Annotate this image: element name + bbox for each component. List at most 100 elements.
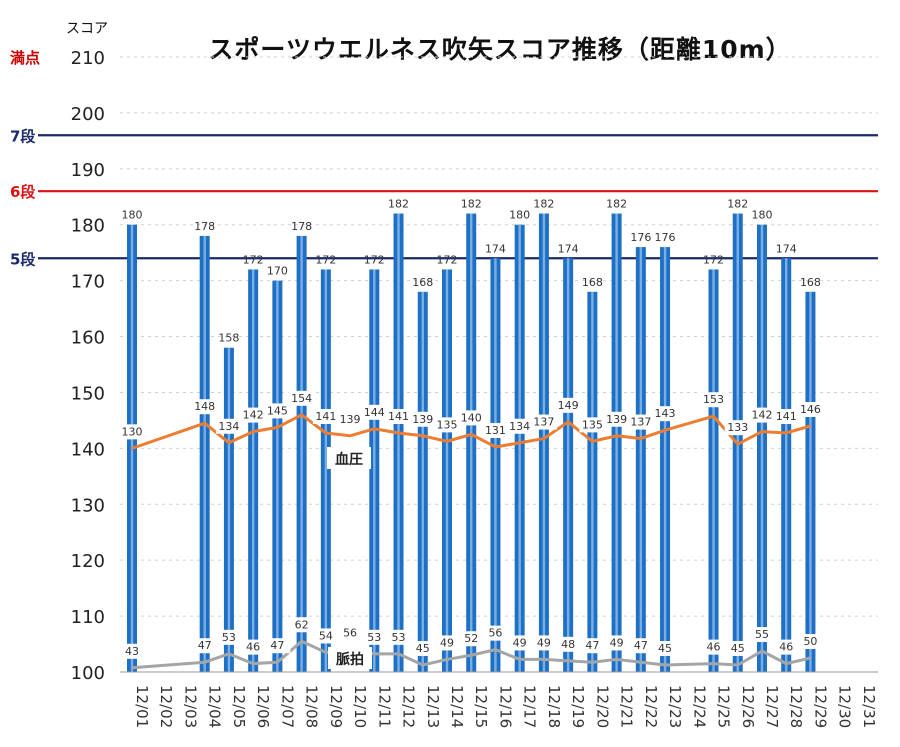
bar-highlight bbox=[421, 291, 424, 672]
pulse-value-label: 56 bbox=[343, 627, 357, 640]
data-label-bg bbox=[409, 411, 436, 427]
data-label-bg bbox=[700, 392, 727, 408]
data-label-bg bbox=[530, 635, 557, 651]
x-tick-label: 12/02 bbox=[157, 685, 175, 728]
data-label-bg bbox=[385, 629, 412, 645]
blood-pressure-value-label: 141 bbox=[388, 410, 409, 423]
y-axis-title: スコア bbox=[66, 21, 108, 37]
data-label-bg bbox=[361, 404, 388, 420]
data-label-bg bbox=[312, 628, 339, 644]
x-tick-label: 12/30 bbox=[836, 685, 854, 728]
pulse-value-label: 47 bbox=[634, 639, 648, 652]
data-label-bg bbox=[119, 643, 145, 659]
x-tick-label: 12/23 bbox=[666, 685, 684, 728]
x-tick-label: 12/01 bbox=[133, 685, 151, 728]
pulse-value-label: 46 bbox=[707, 641, 721, 654]
blood-pressure-series-label: 血圧 bbox=[335, 451, 363, 468]
pulse-series-label: 脈拍 bbox=[336, 651, 364, 668]
x-tick-label: 12/25 bbox=[715, 685, 733, 728]
x-tick-label: 12/15 bbox=[472, 685, 490, 728]
x-tick-label: 12/17 bbox=[521, 685, 539, 728]
data-label-bg bbox=[361, 629, 388, 645]
blood-pressure-value-label: 139 bbox=[340, 413, 361, 426]
bar-value-label: 182 bbox=[606, 198, 627, 211]
data-label-bg bbox=[191, 399, 218, 415]
blood-pressure-value-label: 154 bbox=[291, 392, 312, 405]
pulse-value-label: 49 bbox=[513, 636, 527, 649]
data-label-bg bbox=[288, 617, 315, 633]
data-label-bg bbox=[506, 635, 533, 651]
bar-value-label: 174 bbox=[485, 242, 506, 255]
data-label-bg bbox=[652, 406, 679, 422]
reference-label: 満点 bbox=[10, 49, 40, 67]
data-label-bg bbox=[627, 414, 654, 430]
data-label-bg bbox=[458, 631, 485, 647]
x-tick-label: 12/08 bbox=[303, 685, 321, 728]
blood-pressure-value-label: 142 bbox=[751, 409, 772, 422]
data-label-bg bbox=[215, 418, 242, 434]
x-tick-label: 12/03 bbox=[181, 685, 199, 728]
pulse-value-label: 48 bbox=[561, 638, 575, 651]
data-label-bg bbox=[652, 641, 679, 657]
bar-value-label: 172 bbox=[364, 253, 385, 266]
x-tick-label: 12/14 bbox=[448, 685, 466, 728]
x-tick-label: 12/12 bbox=[400, 685, 418, 728]
x-tick-label: 12/22 bbox=[642, 685, 660, 728]
y-tick-label: 160 bbox=[71, 328, 105, 349]
x-tick-label: 12/31 bbox=[860, 685, 878, 728]
data-label-bg bbox=[482, 422, 509, 438]
bar-value-label: 172 bbox=[315, 253, 336, 266]
x-tick-label: 12/24 bbox=[690, 685, 708, 728]
x-tick-label: 12/11 bbox=[375, 685, 393, 728]
bar-highlight bbox=[639, 247, 643, 672]
blood-pressure-value-label: 135 bbox=[436, 418, 457, 431]
blood-pressure-value-label: 142 bbox=[243, 409, 264, 422]
bar-highlight bbox=[566, 258, 570, 672]
x-tick-label: 12/09 bbox=[327, 685, 345, 728]
data-label-bg bbox=[603, 411, 630, 427]
bar-value-label: 182 bbox=[533, 198, 554, 211]
pulse-value-label: 54 bbox=[319, 629, 333, 642]
pulse-line bbox=[131, 639, 811, 670]
data-label-bg bbox=[627, 638, 654, 654]
y-tick-label: 100 bbox=[71, 663, 105, 684]
blood-pressure-value-label: 134 bbox=[509, 420, 530, 433]
x-tick-label: 12/04 bbox=[206, 685, 224, 728]
bar-highlight bbox=[251, 269, 255, 672]
bar-value-label: 168 bbox=[800, 276, 821, 289]
blood-pressure-value-label: 141 bbox=[776, 410, 797, 423]
x-tick-label: 12/19 bbox=[569, 685, 587, 728]
pulse-value-label: 56 bbox=[488, 627, 502, 640]
y-tick-label: 110 bbox=[71, 607, 105, 628]
blood-pressure-value-label: 148 bbox=[194, 400, 215, 413]
y-tick-label: 130 bbox=[71, 495, 105, 516]
data-label-bg bbox=[337, 625, 364, 641]
bar-highlight bbox=[518, 224, 521, 672]
bar-value-label: 176 bbox=[655, 231, 676, 244]
blood-pressure-value-label: 131 bbox=[485, 424, 506, 437]
data-label-bg bbox=[458, 410, 485, 426]
pulse-value-label: 53 bbox=[392, 631, 406, 644]
data-label-bg bbox=[700, 639, 727, 655]
pulse-value-label: 49 bbox=[537, 636, 551, 649]
pulse-value-label: 47 bbox=[198, 639, 212, 652]
y-tick-label: 200 bbox=[71, 104, 105, 125]
data-label-bg bbox=[240, 639, 267, 655]
chart-title: スポーツウエルネス吹矢スコア推移（距離10m） bbox=[208, 35, 792, 64]
bar-highlight bbox=[591, 291, 594, 672]
data-label-bg bbox=[409, 641, 436, 657]
blood-pressure-value-label: 146 bbox=[800, 403, 821, 416]
reference-label: 7段 bbox=[10, 127, 35, 145]
bar-value-label: 178 bbox=[194, 220, 215, 233]
blood-pressure-value-label: 139 bbox=[412, 413, 433, 426]
blood-pressure-value-label: 133 bbox=[727, 421, 748, 434]
bar-value-label: 168 bbox=[412, 276, 433, 289]
x-tick-label: 12/10 bbox=[351, 685, 369, 728]
data-label-bg bbox=[506, 418, 533, 434]
data-label-bg bbox=[603, 635, 630, 651]
reference-label: 6段 bbox=[10, 183, 35, 201]
y-tick-label: 140 bbox=[71, 439, 105, 460]
bar-value-label: 182 bbox=[461, 198, 482, 211]
x-tick-label: 12/21 bbox=[618, 685, 636, 728]
data-label-bg bbox=[748, 627, 775, 643]
